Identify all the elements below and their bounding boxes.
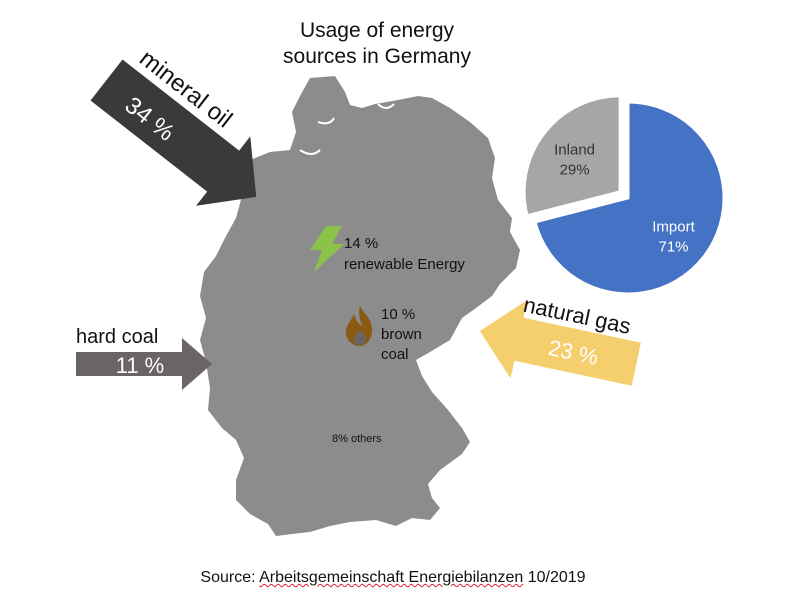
brown-coal-label-2: coal [381,346,409,363]
pie-value-inland: 29% [560,162,590,179]
flame-icon [346,306,372,346]
natural-gas-arrow-shape [479,300,641,386]
page-title: Usage of energy sources in Germany [262,18,492,70]
others-label: 8% others [332,433,382,445]
source-citation: Source: Arbeitsgemeinschaft Energiebilan… [0,569,786,587]
title-line-2: sources in Germany [283,45,471,68]
pie-label-import: Import [652,218,695,235]
mineral-oil-arrow-shape [90,59,257,206]
pie-value-import: 71% [658,238,688,255]
title-line-1: Usage of energy [299,19,455,42]
lightning-bolt-icon [310,226,344,272]
pie-slice-import [533,100,726,296]
renewable-share: 14 % [344,235,379,252]
source-date: 10/2019 [527,569,586,586]
renewable-label: renewable Energy [344,256,465,273]
coastline-detail [299,103,395,155]
pie-slice-inland [522,94,622,218]
pie-label-inland: Inland [554,142,595,159]
hard-coal-label: hard coal [76,326,159,348]
source-organization: Arbeitsgemeinschaft Energiebilanzen [259,569,524,586]
brown-coal-label-1: brown [381,326,422,343]
source-prefix: Source: [200,569,260,586]
brown-coal-share: 10 % [381,306,416,323]
hard-coal-arrow-shape [76,338,212,390]
hard-coal-share: 11 % [116,353,165,378]
